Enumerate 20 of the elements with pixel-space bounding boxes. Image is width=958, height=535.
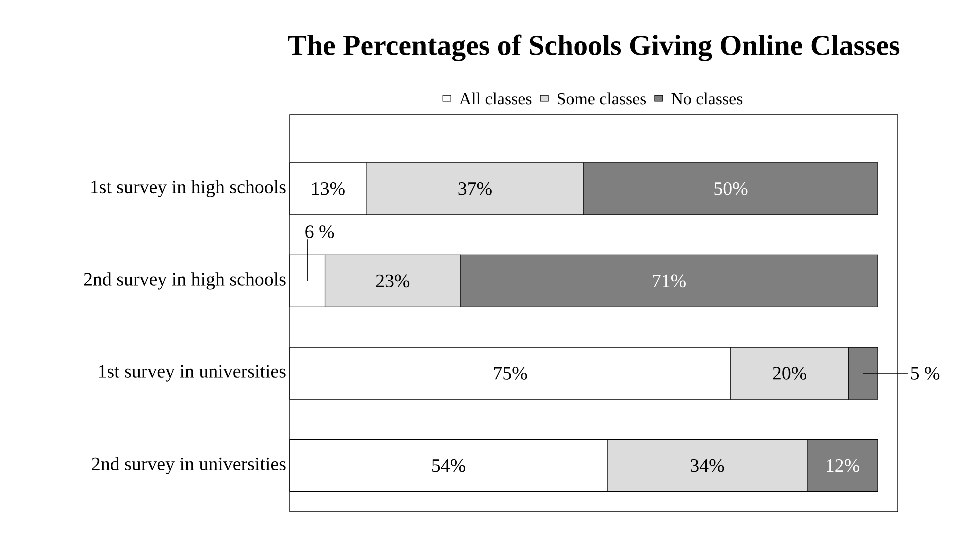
legend-label: No classes: [672, 92, 743, 105]
data-label: 20%: [773, 367, 807, 380]
data-label: 34%: [691, 459, 724, 472]
data-label: 50%: [714, 182, 748, 196]
data-label: 37%: [458, 182, 492, 196]
data-label: 6 %: [306, 226, 334, 238]
data-label: 13%: [312, 182, 345, 196]
data-label: 75%: [494, 367, 528, 380]
data-label: 54%: [432, 459, 466, 472]
legend-label: Some classes: [558, 92, 646, 105]
y-tick-label: 1st survey in universities: [99, 365, 286, 382]
chart-title: The Percentages of Schools Giving Online Classes: [288, 34, 900, 62]
y-tick-label: 2nd survey in universities: [92, 457, 286, 474]
data-label: 71%: [653, 274, 686, 288]
y-tick-label: 1st survey in high schools: [91, 180, 286, 198]
data-label: 5 %: [911, 367, 940, 380]
legend-label: All classes: [460, 92, 532, 105]
y-tick-label: 2nd survey in high schools: [84, 272, 286, 290]
data-label: 12%: [827, 459, 860, 472]
data-label: 23%: [376, 274, 410, 288]
